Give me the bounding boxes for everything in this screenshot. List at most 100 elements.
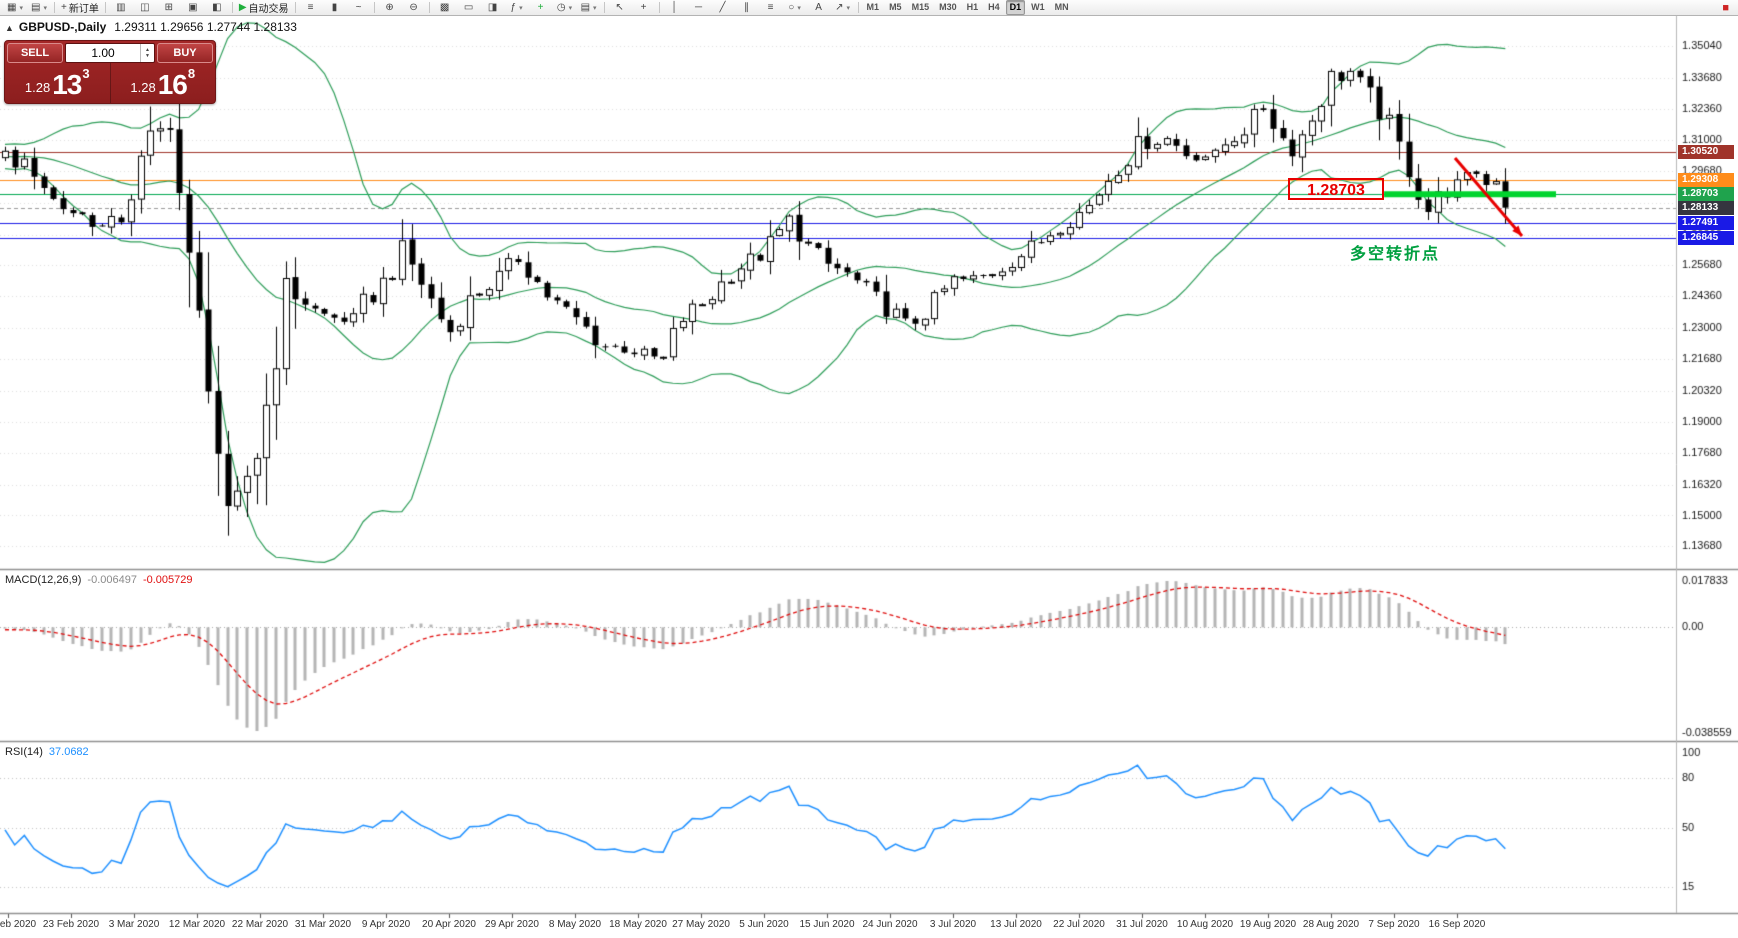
price-tag-1.27491: 1.27491 [1678,215,1734,230]
navigator-icon: ⊞ [164,1,174,13]
one-click-trading-panel: SELL 1.00 ▲ ▼ BUY 1.28 13 3 1.28 16 8 [4,40,216,104]
toolbar-separator [857,2,859,13]
volume-value[interactable]: 1.00 [91,46,115,60]
auto-trading-button[interactable]: ▶ 自动交易 [236,1,292,15]
timeframe-m15-button[interactable]: M15 [911,2,930,12]
date-label: 19 Aug 2020 [1239,919,1297,930]
cursor-icon: ↖ [615,1,624,13]
shapes-icon[interactable]: ○ ▾ [783,1,807,15]
date-label: 12 Mar 2020 [168,919,226,930]
crosshair-icon: + [640,1,647,13]
toolbar-separator [603,2,605,13]
chart-bars-icon[interactable]: ≡ [299,1,323,15]
date-label: 15 Jun 2020 [799,919,855,930]
chevron-down-icon[interactable]: ▾ [593,4,597,12]
timeframe-mn-button[interactable]: MN [1054,2,1069,12]
tile-windows-icon: ▩ [439,1,450,13]
price-level-annotation[interactable]: 1.28703 [1288,178,1384,200]
zoom-out-icon: ⊖ [409,1,418,13]
buy-price[interactable]: 1.28 16 8 [109,63,216,103]
chevron-down-icon[interactable]: ▾ [568,4,573,12]
arrange-windows-icon: ◨ [487,1,498,13]
toolbar-separator [428,2,430,13]
horizontal-line-icon: ─ [695,1,703,13]
price-tag-1.28133: 1.28133 [1678,200,1734,215]
date-label: 10 Aug 2020 [1176,919,1234,930]
chevron-down-icon[interactable]: ▾ [797,4,801,12]
toolbar-separator [294,2,296,13]
vertical-line-icon[interactable]: │ [663,1,687,15]
new-order-icon: + [61,1,67,13]
equidistant-channel-icon[interactable]: ∥ [735,1,759,15]
new-chart-icon[interactable]: ▦ ▾ [3,1,27,15]
tile-windows-icon[interactable]: ▩ [433,1,457,15]
period-selector-icon[interactable]: ◷ ▾ [553,1,577,15]
toolbar-separator [231,2,233,13]
data-window-icon[interactable]: ◫ [133,1,157,15]
terminal-icon: ▣ [188,1,198,13]
cascade-windows-icon[interactable]: ▭ [457,1,481,15]
timeframe-d1-button[interactable]: D1 [1005,0,1026,15]
templates-icon[interactable]: ▤ ▾ [577,1,601,15]
chevron-down-icon[interactable]: ▾ [19,4,23,12]
date-label: 28 Aug 2020 [1302,919,1360,930]
profiles-icon[interactable]: ▤ ▾ [27,1,51,15]
shapes-icon: ○ [788,1,795,13]
chart-line-icon[interactable]: ~ [347,1,371,15]
zoom-out-icon[interactable]: ⊖ [402,1,426,15]
rsi-indicator-label: RSI(14) 37.0682 [5,746,89,758]
text-label-icon[interactable]: A [807,1,831,15]
spinner-up-icon[interactable]: ▲ [145,47,150,53]
chevron-down-icon[interactable]: ▾ [846,4,850,12]
cursor-icon[interactable]: ↖ [608,1,632,15]
strategy-tester-icon[interactable]: ◧ [205,1,229,15]
zoom-in-icon[interactable]: ⊕ [378,1,402,15]
macd-indicator-label: MACD(12,26,9) -0.006497 -0.005729 [5,574,193,586]
auto-trading-icon: ▶ [238,1,247,13]
rsi-name: RSI(14) [5,746,43,758]
horizontal-line-icon[interactable]: ─ [687,1,711,15]
fibonacci-retracement-icon[interactable]: ≡ [759,1,783,15]
macd-name: MACD(12,26,9) [5,574,82,586]
toolbar-separator [54,2,55,13]
chevron-down-icon[interactable]: ▾ [43,4,47,12]
arrow-objects-icon[interactable]: ↗ ▾ [831,1,855,15]
chart-line-icon: ~ [355,1,362,13]
timeframe-m5-button[interactable]: M5 [889,2,902,12]
trendline-icon[interactable]: ╱ [711,1,735,15]
timeframe-w1-button[interactable]: W1 [1031,2,1045,12]
volume-spinner[interactable]: ▲ ▼ [140,44,154,62]
terminal-icon[interactable]: ▣ [181,1,205,15]
timeframe-h4-button[interactable]: H4 [988,2,1000,12]
vertical-line-icon: │ [671,1,678,13]
price-tag-1.28703: 1.28703 [1678,187,1734,202]
price-tag-1.30520: 1.30520 [1678,144,1734,159]
data-window-icon: ◫ [140,1,150,13]
buy-button[interactable]: BUY [157,43,213,63]
timeframe-m1-button[interactable]: M1 [866,2,880,12]
chevron-down-icon[interactable]: ▾ [519,4,523,12]
price-chart-canvas[interactable] [0,16,1738,938]
timeframe-h1-button[interactable]: H1 [966,2,979,12]
toolbar-red-icon[interactable]: ■ [1722,1,1729,14]
sell-price[interactable]: 1.28 13 3 [5,63,110,103]
new-order-button[interactable]: + 新订单 [58,1,102,15]
add-indicator-icon: + [537,1,544,13]
market-watch-icon[interactable]: ▥ [109,1,133,15]
one-click-collapse-icon[interactable]: ▲ [5,23,14,33]
indicators-list-icon: ƒ [510,1,517,13]
chart-candles-icon[interactable]: ▮ [323,1,347,15]
add-indicator-icon[interactable]: + [529,1,553,15]
new-order-label: 新订单 [68,4,99,15]
date-label: 31 Jul 2020 [1116,919,1168,930]
macd-main-value: -0.006497 [87,574,137,586]
sell-button[interactable]: SELL [7,43,63,63]
timeframe-m30-button[interactable]: M30 [939,2,957,12]
spinner-down-icon[interactable]: ▼ [145,53,150,59]
volume-field[interactable]: 1.00 ▲ ▼ [65,43,155,63]
indicators-list-icon[interactable]: ƒ ▾ [505,1,529,15]
crosshair-icon[interactable]: + [632,1,656,15]
navigator-icon[interactable]: ⊞ [157,1,181,15]
arrange-windows-icon[interactable]: ◨ [481,1,505,15]
